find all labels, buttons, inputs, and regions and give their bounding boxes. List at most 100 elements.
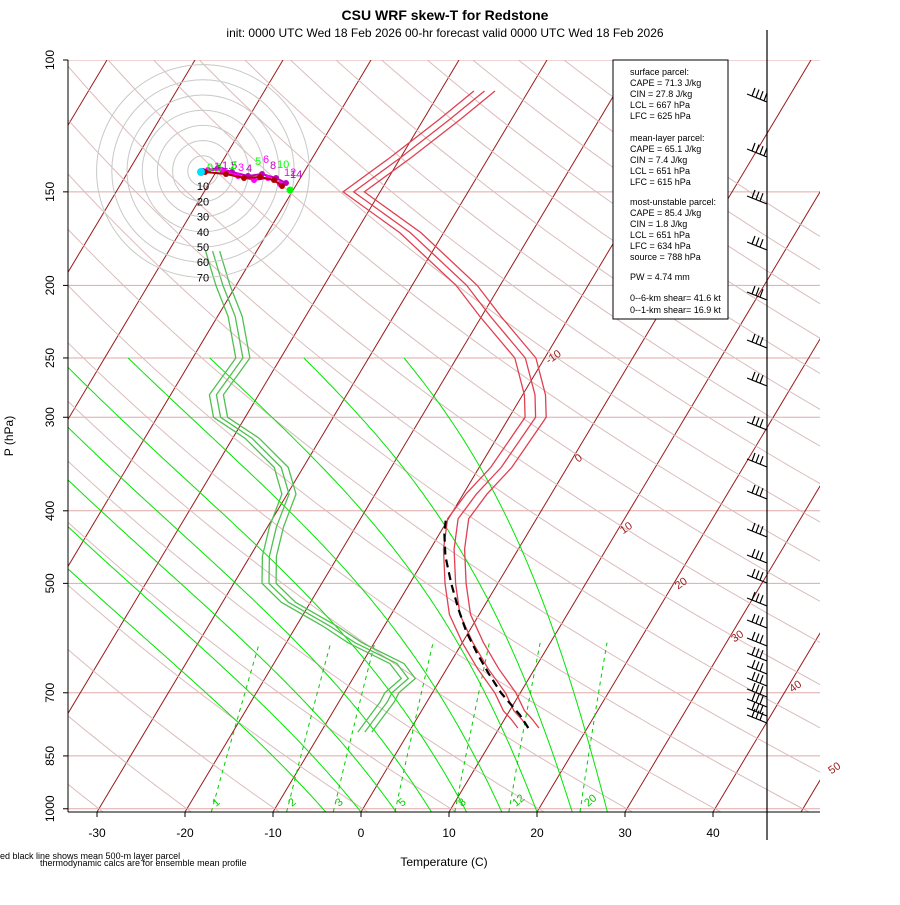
hodograph-height-label: 6 — [263, 154, 269, 166]
hodograph-height-label: 8 — [270, 160, 276, 172]
isotherm-label: 50 — [826, 760, 843, 777]
y-tick-label: 150 — [43, 182, 57, 202]
hodograph-point — [257, 174, 263, 180]
wind-barb-feather — [752, 286, 755, 294]
y-tick-label: 400 — [43, 500, 57, 520]
dewpoint-profile-line — [220, 251, 416, 732]
hodograph-height-label: 3 — [238, 162, 244, 174]
hodograph-point — [287, 187, 294, 194]
wind-barb-feather — [760, 552, 763, 560]
wind-barb-feather — [756, 634, 759, 642]
isotherm-line — [185, 60, 635, 812]
hodograph-ring-label: 40 — [197, 227, 209, 239]
dry-adiabat-line — [0, 60, 900, 812]
wind-barb-feather — [756, 685, 759, 693]
mixed-cin: CIN = 7.4 J/kg — [630, 155, 687, 165]
x-tick-label: 10 — [442, 826, 456, 840]
mixing-ratio-label: 12 — [510, 792, 527, 809]
wind-barb-feather — [752, 693, 755, 701]
wind-barb-feather — [760, 419, 763, 427]
wind-barb-feather — [752, 485, 755, 493]
y-tick-label: 1000 — [43, 795, 57, 822]
x-tick-label: -30 — [88, 826, 106, 840]
wind-barb-feather — [752, 569, 755, 577]
chart-subtitle: init: 0000 UTC Wed 18 Feb 2026 00-hr for… — [226, 26, 663, 40]
y-tick-label: 250 — [43, 348, 57, 368]
y-tick-label: 200 — [43, 275, 57, 295]
wind-barb-feather — [756, 374, 759, 382]
moist-adiabat-line — [0, 358, 431, 812]
mixing-ratio-label: 20 — [582, 792, 599, 809]
hodograph-ring-label: 10 — [197, 181, 209, 193]
wind-barb-feather — [752, 632, 755, 640]
x-tick-label: 30 — [618, 826, 632, 840]
isotherm-line — [361, 60, 811, 812]
wind-barb-feather — [752, 523, 755, 531]
chart-title: CSU WRF skew-T for Redstone — [342, 7, 549, 23]
temperature-profile-line — [364, 91, 546, 728]
wind-barb-feather — [760, 675, 763, 683]
wind-barb-feather — [752, 372, 755, 380]
mu-header: most-unstable parcel: — [630, 197, 716, 207]
wind-barb-feather — [756, 695, 759, 703]
hodograph-origin-point — [197, 168, 205, 176]
wind-barb-feather — [756, 487, 759, 495]
x-axis-label: Temperature (C) — [400, 855, 487, 869]
hodograph-height-label: 4 — [246, 163, 252, 175]
isotherm-line — [97, 60, 547, 812]
mixed-cape: CAPE = 65.1 J/kg — [630, 144, 701, 154]
moist-adiabat-line — [304, 358, 572, 812]
wind-barb-feather — [752, 660, 755, 668]
surface-cape: CAPE = 71.3 J/kg — [630, 78, 701, 88]
shear-0-6km: 0--6-km shear= 41.6 kt — [630, 293, 721, 303]
wind-barb-feather — [760, 635, 763, 643]
wind-barb-feather — [756, 662, 759, 670]
wind-barb-feather — [752, 143, 755, 151]
y-axis-label: P (hPa) — [2, 416, 16, 456]
mixing-ratio-line — [211, 643, 259, 812]
wind-barb-feather — [752, 702, 755, 710]
hodograph-ring-label: 20 — [197, 196, 209, 208]
wind-barb-feather — [756, 336, 759, 344]
y-tick-label: 700 — [43, 682, 57, 702]
wind-barb-feather — [760, 595, 763, 603]
wind-barb-feather — [756, 594, 759, 602]
x-tick-label: -20 — [176, 826, 194, 840]
wind-barb-feather — [756, 551, 759, 559]
surface-lfc: LFC = 625 hPa — [630, 111, 691, 121]
mixing-ratio-line — [509, 643, 540, 812]
hodograph-point — [241, 175, 247, 181]
surface-lcl: LCL = 667 hPa — [630, 100, 690, 110]
dry-adiabat-line — [0, 60, 897, 812]
mixed-lfc: LFC = 615 hPa — [630, 177, 691, 187]
wind-barb-feather — [756, 238, 759, 246]
hodograph-height-label: 5 — [255, 156, 261, 168]
wind-barb-feather — [760, 91, 763, 99]
mu-cape: CAPE = 85.4 J/kg — [630, 208, 701, 218]
isotherm-label: 10 — [618, 520, 635, 537]
wind-barb-feather — [760, 696, 763, 704]
shear-0-1km: 0--1-km shear= 16.9 kt — [630, 305, 721, 315]
hodograph-point — [271, 177, 277, 183]
surface-header: surface parcel: — [630, 67, 689, 77]
x-tick-label: 20 — [530, 826, 544, 840]
hodograph-ring-label: 30 — [197, 212, 209, 224]
hodograph-height-label: 2 — [230, 160, 236, 172]
wind-barb-feather — [760, 617, 763, 625]
wind-barb-feather — [756, 90, 759, 98]
mixing-ratio-label: 3 — [333, 796, 345, 809]
isotherm-line — [713, 60, 900, 812]
wind-barb-feather — [752, 88, 755, 96]
wind-barb-feather — [760, 375, 763, 383]
wind-barb-feather — [752, 614, 755, 622]
wind-barb-feather — [760, 146, 763, 154]
hodograph-ring-label: 50 — [197, 242, 209, 254]
wind-barb-feather — [760, 488, 763, 496]
wind-barb-feather — [756, 704, 759, 712]
wind-barb-feather — [756, 418, 759, 426]
profile-layer — [206, 91, 547, 732]
